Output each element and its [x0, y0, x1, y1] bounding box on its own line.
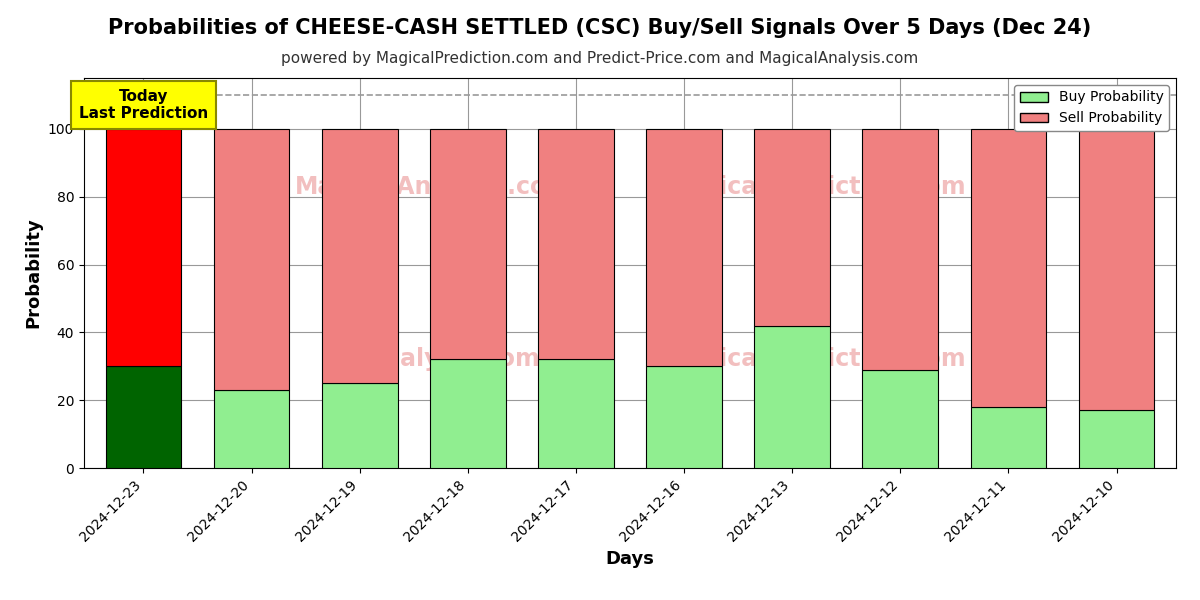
- Bar: [1079, 129, 1154, 410]
- Bar: [971, 407, 1046, 468]
- Text: Today
Last Prediction: Today Last Prediction: [79, 89, 208, 121]
- Bar: [647, 366, 722, 468]
- Y-axis label: Probability: Probability: [24, 218, 42, 328]
- Text: MagicalAnalysis.com: MagicalAnalysis.com: [295, 175, 572, 199]
- Text: powered by MagicalPrediction.com and Predict-Price.com and MagicalAnalysis.com: powered by MagicalPrediction.com and Pre…: [281, 51, 919, 66]
- Text: MagicalPrediction.com: MagicalPrediction.com: [665, 175, 967, 199]
- Bar: [430, 359, 505, 468]
- Bar: [863, 370, 938, 468]
- Text: MagicalPrediction.com: MagicalPrediction.com: [665, 347, 967, 371]
- Bar: [106, 129, 181, 366]
- Legend: Buy Probability, Sell Probability: Buy Probability, Sell Probability: [1014, 85, 1169, 131]
- Bar: [647, 129, 722, 366]
- Bar: [214, 390, 289, 468]
- Bar: [214, 129, 289, 390]
- Bar: [538, 359, 613, 468]
- Text: calAnalysis.com: calAnalysis.com: [328, 347, 540, 371]
- X-axis label: Days: Days: [606, 550, 654, 568]
- Bar: [863, 129, 938, 370]
- Bar: [322, 383, 397, 468]
- Bar: [755, 326, 830, 468]
- Bar: [322, 129, 397, 383]
- Bar: [430, 129, 505, 359]
- Bar: [1079, 410, 1154, 468]
- Bar: [106, 366, 181, 468]
- Text: Probabilities of CHEESE-CASH SETTLED (CSC) Buy/Sell Signals Over 5 Days (Dec 24): Probabilities of CHEESE-CASH SETTLED (CS…: [108, 18, 1092, 38]
- Bar: [755, 129, 830, 326]
- Bar: [971, 129, 1046, 407]
- Bar: [538, 129, 613, 359]
